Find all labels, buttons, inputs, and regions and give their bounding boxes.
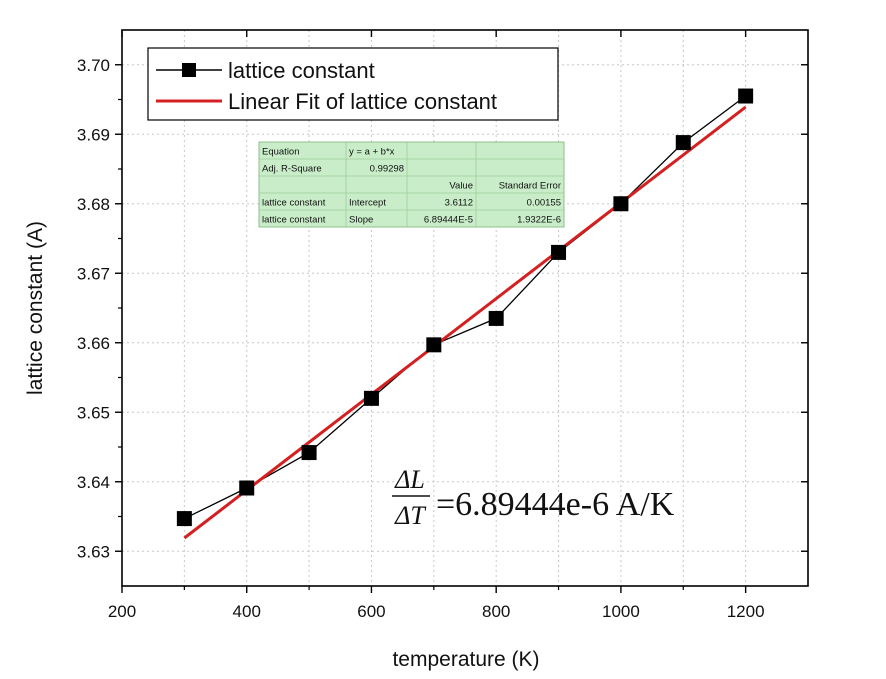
legend-label-lattice-constant: lattice constant — [228, 58, 375, 83]
fit-table-cell: Adj. R-Square — [262, 164, 322, 175]
fit-table-cell: Intercept — [349, 198, 386, 209]
x-tick-label: 600 — [357, 602, 385, 621]
y-tick-label: 3.67 — [77, 264, 110, 283]
y-axis-title: lattice constant (A) — [24, 221, 47, 395]
y-tick-label: 3.66 — [77, 334, 110, 353]
x-tick-label: 1200 — [727, 602, 765, 621]
data-point-marker — [176, 511, 192, 527]
annotation-denominator: ΔT — [394, 501, 426, 530]
fit-table-cell: 3.6112 — [445, 198, 473, 209]
legend: lattice constant Linear Fit of lattice c… — [147, 47, 559, 121]
series-layer — [176, 88, 754, 540]
series-lattice-constant-line — [184, 95, 746, 520]
x-tick-label: 1000 — [602, 602, 640, 621]
data-point-marker — [426, 337, 442, 353]
x-tick-label: 800 — [482, 602, 510, 621]
fit-table-cell: Standard Error — [499, 181, 561, 192]
fit-table-cell: 0.00155 — [527, 198, 561, 209]
axis-ticks: 200 400 600 800 1000 1200 3.63 3.64 3.65 3.66 3.67… — [77, 30, 808, 621]
data-point-marker — [675, 135, 691, 151]
data-point-marker — [613, 196, 629, 212]
x-tick-label: 200 — [108, 602, 136, 621]
data-point-marker — [239, 480, 255, 496]
legend-marker-lattice-constant — [182, 63, 196, 77]
legend-label-linear-fit: Linear Fit of lattice constant — [228, 89, 497, 114]
fit-table-cell: lattice constant — [262, 198, 326, 209]
data-point-marker — [488, 310, 504, 326]
fit-table-cell: lattice constant — [262, 215, 326, 226]
fit-table-cell: 0.99298 — [370, 164, 404, 175]
annotation-numerator: ΔL — [394, 465, 425, 494]
fit-results-table: Equation y = a + b*x Adj. R-Square 0.99298 V… — [258, 141, 565, 228]
annotation-text: =6.89444e-6 A/K — [436, 486, 675, 523]
fit-table-cell: 6.89444E-5 — [424, 215, 473, 226]
y-tick-label: 3.63 — [77, 542, 110, 561]
data-point-marker — [738, 88, 754, 104]
data-point-marker — [363, 390, 379, 406]
legend-box — [147, 47, 559, 121]
x-tick-label: 400 — [233, 602, 261, 621]
y-tick-label: 3.69 — [77, 125, 110, 144]
y-tick-label: 3.70 — [77, 56, 110, 75]
fit-table-cell: 1.9322E-6 — [517, 215, 561, 226]
fit-table-cell: Value — [449, 181, 473, 192]
x-axis-title: temperature (K) — [392, 648, 539, 671]
y-tick-label: 3.68 — [77, 195, 110, 214]
series-linear-fit-line — [183, 105, 747, 540]
fit-table-cell: y = a + b*x — [349, 147, 395, 158]
slope-annotation: ΔL ΔT =6.89444e-6 A/K — [392, 465, 675, 530]
data-point-marker — [551, 244, 567, 260]
data-point-marker — [301, 445, 317, 461]
fit-table-cell: Slope — [349, 215, 373, 226]
y-tick-label: 3.64 — [77, 473, 110, 492]
fit-table-cell: Equation — [262, 147, 300, 158]
fit-table-background — [258, 141, 565, 228]
y-tick-label: 3.65 — [77, 403, 110, 422]
